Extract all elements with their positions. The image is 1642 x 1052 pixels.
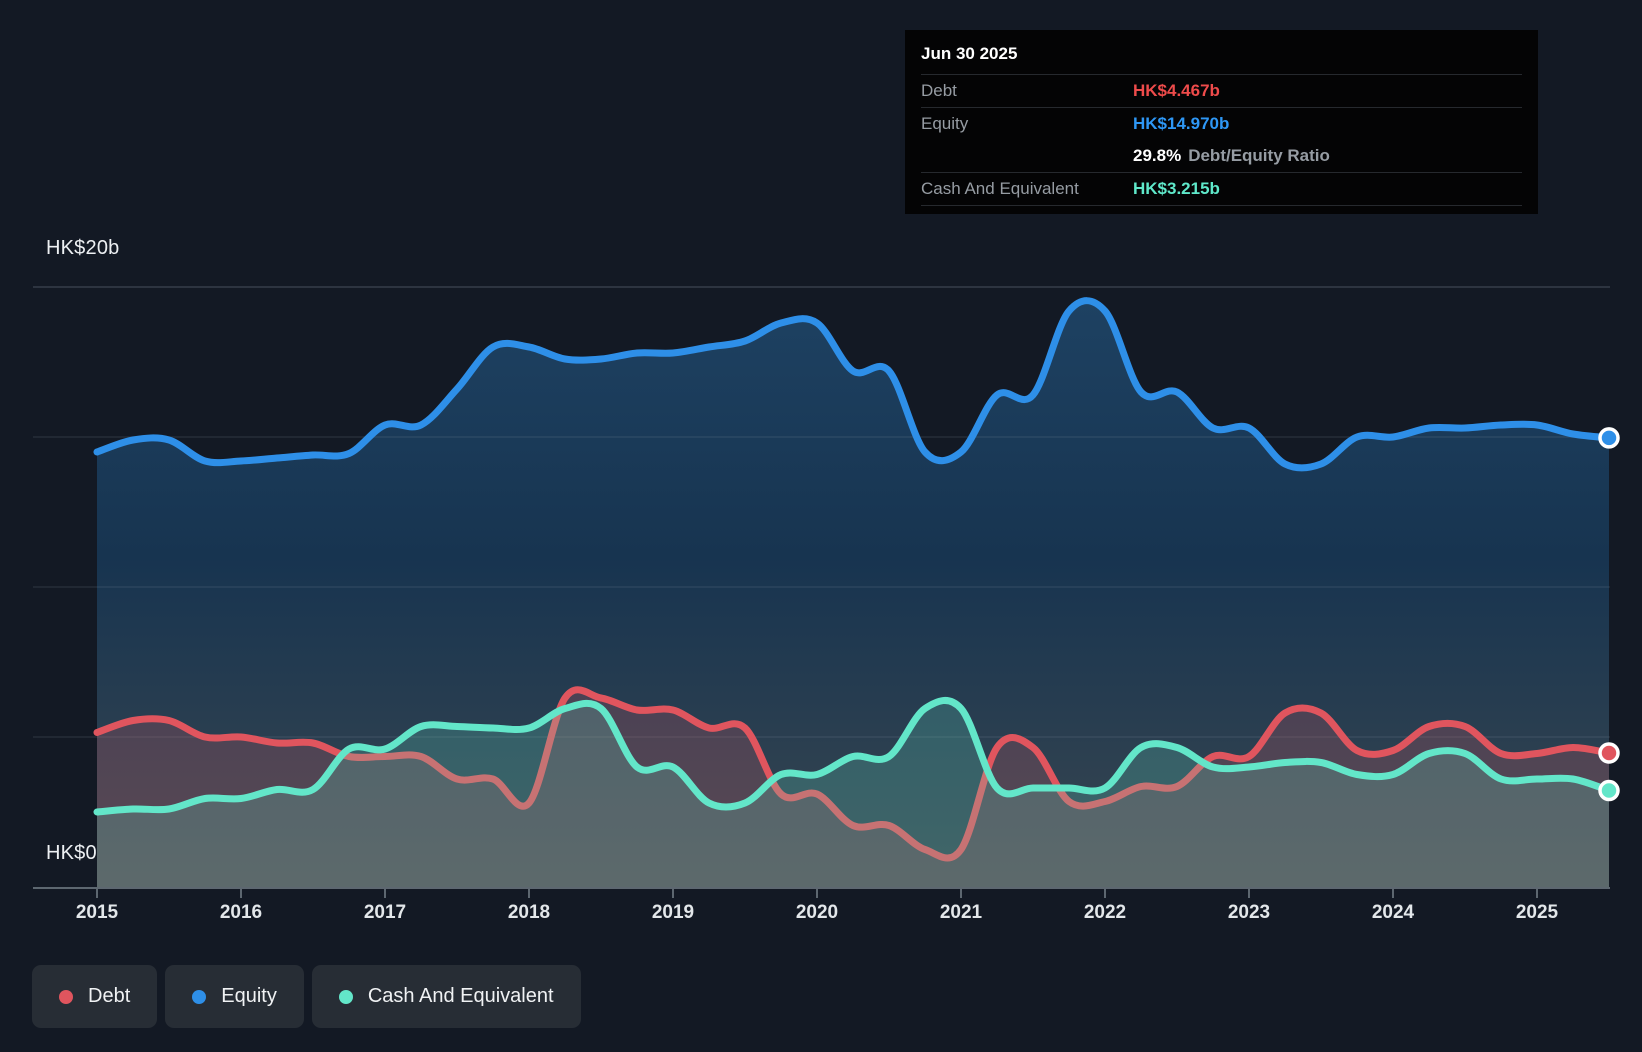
tooltip-row-ratio: 29.8% Debt/Equity Ratio bbox=[921, 140, 1522, 173]
debt-latest-dot[interactable] bbox=[1598, 742, 1620, 764]
cash-dot-icon bbox=[338, 989, 353, 1004]
equity-area bbox=[97, 300, 1609, 887]
cash-and-equivalent-latest-dot[interactable] bbox=[1598, 779, 1620, 802]
tooltip-ratio-label: Debt/Equity Ratio bbox=[1188, 146, 1330, 165]
debt-dot-icon bbox=[59, 989, 73, 1004]
tooltip-equity-label: Equity bbox=[921, 114, 969, 133]
equity-latest-dot[interactable] bbox=[1598, 427, 1620, 449]
x-axis bbox=[33, 887, 1610, 898]
tooltip-row-equity: Equity HK$14.970b bbox=[921, 108, 1522, 140]
chart-tooltip: Jun 30 2025 Debt HK$4.467b Equity HK$14.… bbox=[905, 30, 1538, 214]
equity-dot-icon bbox=[192, 989, 207, 1004]
y-axis-zero-label: HK$0 bbox=[46, 842, 97, 864]
legend-item-equity[interactable]: Equity bbox=[165, 965, 304, 1028]
tooltip-equity-value: HK$14.970b bbox=[1133, 114, 1230, 133]
legend-item-cash[interactable]: Cash And Equivalent bbox=[311, 965, 581, 1028]
debt-line bbox=[93, 686, 1613, 862]
tooltip-ratio-value: 29.8% bbox=[1133, 146, 1182, 165]
tooltip-row-debt: Debt HK$4.467b bbox=[921, 75, 1522, 108]
tooltip-debt-value: HK$4.467b bbox=[1133, 81, 1220, 100]
x-axis-labels: 2015 2016 2017 2018 2019 2020 2021 2022 2023 2024… bbox=[0, 902, 1642, 932]
tooltip-row-cash: Cash And Equivalent HK$3.215b bbox=[921, 173, 1522, 206]
legend-equity-label: Equity bbox=[221, 985, 277, 1007]
chart-legend: Debt Equity Cash And Equivalent bbox=[32, 965, 581, 1028]
cash-area bbox=[97, 700, 1609, 887]
tooltip-cash-label: Cash And Equivalent bbox=[921, 179, 1079, 198]
latest-value-markers[interactable] bbox=[1598, 427, 1620, 802]
x-tick-label-2016: 2016 bbox=[219, 902, 263, 923]
y-axis-top-label: HK$20b bbox=[46, 237, 120, 259]
debt-area bbox=[97, 689, 1609, 887]
tooltip-date: Jun 30 2025 bbox=[921, 30, 1522, 75]
legend-debt-label: Debt bbox=[88, 985, 131, 1007]
x-tick-label-2021: 2021 bbox=[939, 902, 983, 923]
tooltip-cash-value: HK$3.215b bbox=[1133, 179, 1220, 198]
legend-item-debt[interactable]: Debt bbox=[32, 965, 158, 1028]
x-tick-label-2022: 2022 bbox=[1083, 902, 1127, 923]
legend-cash-label: Cash And Equivalent bbox=[367, 985, 554, 1007]
x-tick-label-2019: 2019 bbox=[651, 902, 695, 923]
x-tick-label-2015: 2015 bbox=[75, 902, 119, 923]
x-tick-label-2023: 2023 bbox=[1227, 902, 1271, 923]
x-tick-label-2024: 2024 bbox=[1371, 902, 1415, 923]
tooltip-debt-label: Debt bbox=[921, 81, 957, 100]
x-tick-label-2025: 2025 bbox=[1515, 902, 1559, 923]
x-tick-label-2018: 2018 bbox=[507, 902, 551, 923]
cash-line bbox=[93, 697, 1613, 816]
equity-line bbox=[93, 297, 1613, 472]
x-tick-label-2020: 2020 bbox=[795, 902, 839, 923]
x-tick-label-2017: 2017 bbox=[363, 902, 407, 923]
